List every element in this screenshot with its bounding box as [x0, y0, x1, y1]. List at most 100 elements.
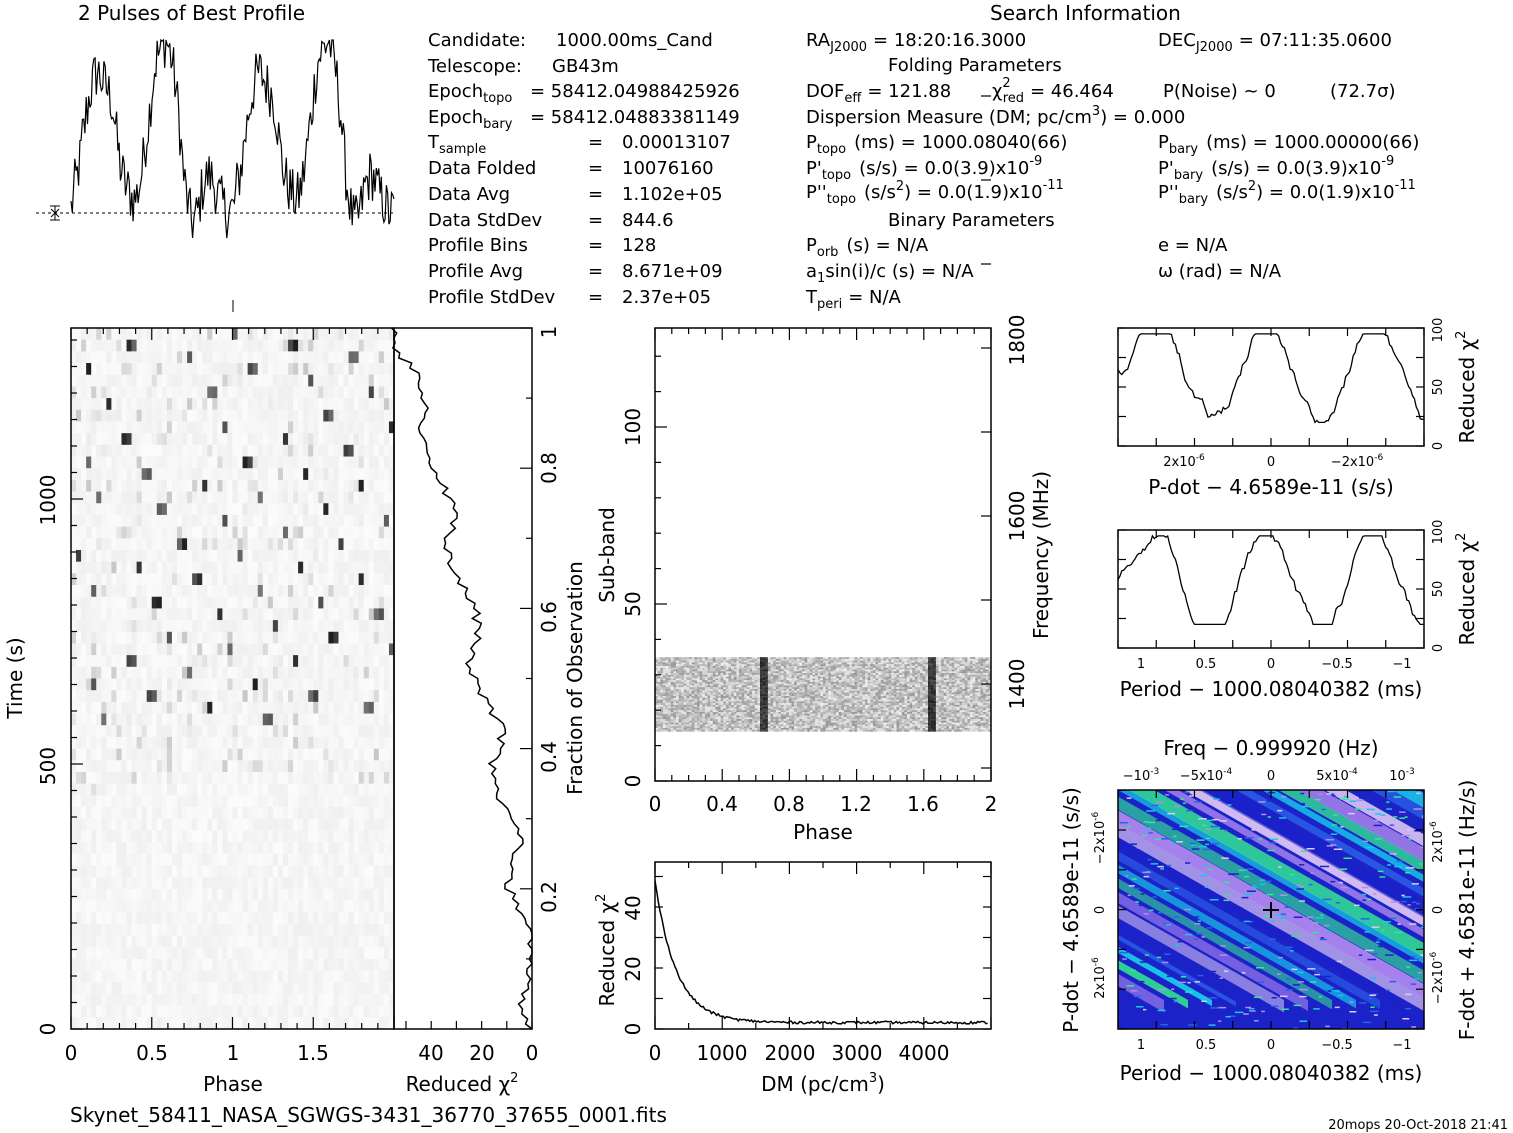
- subband-cell: [920, 667, 923, 670]
- time-phase-cell: [237, 736, 243, 749]
- time-phase-cell: [298, 398, 304, 411]
- time-phase-cell: [242, 339, 248, 352]
- time-phase-cell: [187, 713, 193, 726]
- time-phase-cell: [282, 982, 289, 995]
- subband-cell: [893, 665, 897, 668]
- time-phase-cell: [106, 701, 112, 714]
- time-phase-cell: [303, 398, 309, 411]
- time-phase-cell: [257, 701, 264, 714]
- time-phase-cell: [141, 526, 148, 539]
- time-phase-cell: [267, 900, 274, 913]
- time-phase-cell: [217, 491, 223, 504]
- time-phase-cell: [252, 1017, 259, 1030]
- tsample-label: T: [427, 132, 440, 153]
- data-stddev-value: 844.6: [622, 210, 674, 231]
- subband-cell: [775, 658, 779, 661]
- time-phase-cell: [237, 363, 243, 376]
- time-phase-cell: [151, 643, 158, 656]
- time-phase-cell: [323, 386, 329, 399]
- subband-cell: [954, 665, 958, 668]
- time-phase-cell: [136, 549, 142, 562]
- time-phase-cell: [161, 900, 168, 913]
- time-phase-cell: [202, 701, 208, 714]
- time-phase-cell: [101, 970, 107, 983]
- subband-cell: [728, 662, 732, 665]
- subband-cell: [704, 664, 708, 667]
- time-phase-cell: [318, 993, 324, 1006]
- time-phase-cell: [257, 468, 264, 481]
- subband-cell: [862, 660, 866, 663]
- time-phase-cell: [262, 947, 269, 960]
- time-phase-cell: [232, 701, 238, 714]
- time-phase-cell: [227, 935, 233, 948]
- time-phase-cell: [166, 433, 173, 446]
- subband-cell: [662, 664, 666, 667]
- time-phase-cell: [333, 748, 339, 761]
- time-phase-cell: [358, 748, 365, 761]
- time-phase-cell: [363, 982, 370, 995]
- time-phase-cell: [207, 1017, 213, 1030]
- subband-cell: [844, 660, 847, 663]
- subband-cell: [770, 664, 774, 667]
- time-phase-cell: [293, 748, 299, 761]
- time-phase-cell: [252, 865, 259, 878]
- subband-cell: [728, 658, 732, 661]
- time-phase-cell: [116, 409, 122, 422]
- time-phase-cell: [106, 549, 112, 562]
- time-phase-cell: [343, 807, 349, 819]
- time-phase-cell: [212, 748, 218, 761]
- time-phase-cell: [76, 947, 82, 960]
- time-phase-cell: [333, 608, 339, 621]
- time-phase-cell: [116, 783, 122, 796]
- time-phase-cell: [81, 514, 87, 527]
- time-phase-cell: [378, 585, 385, 598]
- time-phase-cell: [272, 631, 279, 644]
- time-phase-cell: [81, 561, 87, 574]
- time-phase-cell: [156, 503, 163, 516]
- time-phase-cell: [343, 1005, 349, 1018]
- time-phase-cell: [202, 1005, 208, 1018]
- time-phase-cell: [217, 666, 223, 679]
- time-phase-cell: [111, 596, 117, 609]
- time-phase-cell: [222, 888, 228, 901]
- time-phase-cell: [257, 958, 264, 971]
- subband-cell: [975, 657, 979, 660]
- time-phase-cell: [161, 363, 168, 376]
- time-phase-cell: [116, 339, 122, 352]
- time-phase-cell: [101, 877, 107, 890]
- time-phase-cell: [333, 982, 339, 995]
- time-phase-cell: [252, 386, 259, 399]
- time-phase-cell: [368, 760, 375, 773]
- time-phase-cell: [116, 993, 122, 1006]
- time-phase-cell: [81, 853, 87, 866]
- time-phase-cell: [308, 888, 314, 901]
- subband-cell: [699, 658, 703, 661]
- pddbary-a: (s/s: [1216, 182, 1248, 203]
- time-phase-cell: [272, 853, 279, 866]
- time-phase-cell: [277, 666, 284, 679]
- time-phase-cell: [318, 631, 324, 644]
- time-phase-cell: [151, 807, 158, 819]
- time-phase-cell: [242, 912, 248, 925]
- time-phase-cell: [298, 947, 304, 960]
- time-phase-cell: [282, 736, 289, 749]
- time-phase-cell: [373, 491, 380, 504]
- subband-cell: [907, 657, 910, 660]
- time-phase-cell: [378, 549, 385, 562]
- time-phase-cell: [192, 339, 198, 352]
- time-phase-cell: [252, 421, 259, 434]
- time-phase-cell: [237, 620, 243, 633]
- time-phase-cell: [131, 444, 137, 457]
- time-phase-cell: [202, 631, 208, 644]
- subband-cell: [796, 667, 800, 670]
- time-phase-cell: [197, 807, 203, 819]
- time-phase-cell: [277, 842, 284, 855]
- time-phase-cell: [227, 888, 233, 901]
- time-phase-cell: [368, 596, 375, 609]
- time-phase-cell: [288, 690, 294, 703]
- subband-cell: [841, 662, 845, 665]
- time-phase-cell: [298, 655, 304, 668]
- time-phase-cell: [126, 690, 132, 703]
- time-phase-cell: [166, 398, 173, 411]
- subband-cell: [893, 662, 897, 665]
